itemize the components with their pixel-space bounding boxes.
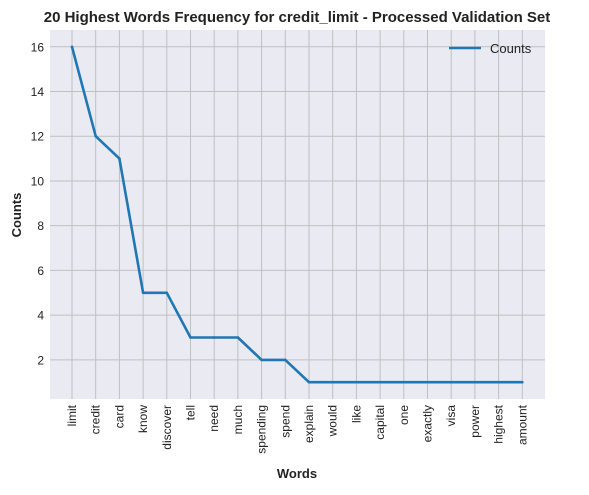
data-point [473,380,477,384]
data-point [426,380,429,384]
data-point [355,380,358,384]
data-point [378,380,382,384]
x-tick-label: visa [444,405,458,427]
data-point [236,336,240,339]
data-point [521,380,524,384]
y-axis-ticks: 2 4 6 8 10 12 14 16 [31,40,45,367]
x-tick-label: power [468,405,482,438]
x-tick-label: card [112,405,126,428]
y-tick-label: 14 [31,85,45,99]
x-tick-label: credit [89,404,103,434]
plot-area [50,30,545,399]
y-tick-label: 10 [31,174,45,188]
data-point [189,336,192,339]
series-line-counts [70,46,523,384]
x-tick-label: explain [302,405,316,443]
y-axis-label: Counts [9,193,24,238]
x-axis-label: Words [277,466,317,481]
data-point [331,380,335,384]
y-tick-label: 2 [37,353,44,367]
x-tick-label: discover [160,405,174,450]
data-point [260,358,263,362]
x-tick-label: spend [278,405,292,438]
x-tick-label: tell [184,405,198,420]
y-tick-label: 16 [31,40,45,54]
x-tick-label: highest [492,404,506,443]
data-point [402,380,406,384]
x-tick-label: much [231,405,245,434]
x-tick-label: know [136,405,150,433]
chart-title: 20 Highest Words Frequency for credit_li… [44,9,551,26]
data-point [165,291,169,295]
x-tick-label: capital [373,405,387,440]
x-tick-label: need [207,405,221,432]
data-point [284,358,287,362]
x-tick-label: exactly [421,405,435,442]
x-tick-label: spending [255,405,269,454]
x-tick-label: like [349,405,363,423]
data-point [118,157,121,160]
x-axis-ticks: limit credit card know discover tell need much s… [65,404,529,453]
y-tick-label: 6 [37,264,44,278]
y-tick-label: 4 [37,309,44,323]
data-point [449,380,453,384]
x-tick-label: amount [515,404,529,445]
data-point [212,336,216,339]
x-tick-label: would [326,405,340,437]
data-point [141,291,145,295]
x-tick-label: limit [65,404,79,426]
y-tick-label: 12 [31,130,45,144]
data-point [94,134,97,138]
x-tick-label: one [397,405,411,425]
legend: Counts [449,41,532,56]
y-tick-label: 8 [37,219,44,233]
data-point [497,380,500,384]
data-point [307,380,311,384]
series-layer [70,45,524,384]
data-point [70,45,74,49]
legend-label: Counts [490,41,532,56]
